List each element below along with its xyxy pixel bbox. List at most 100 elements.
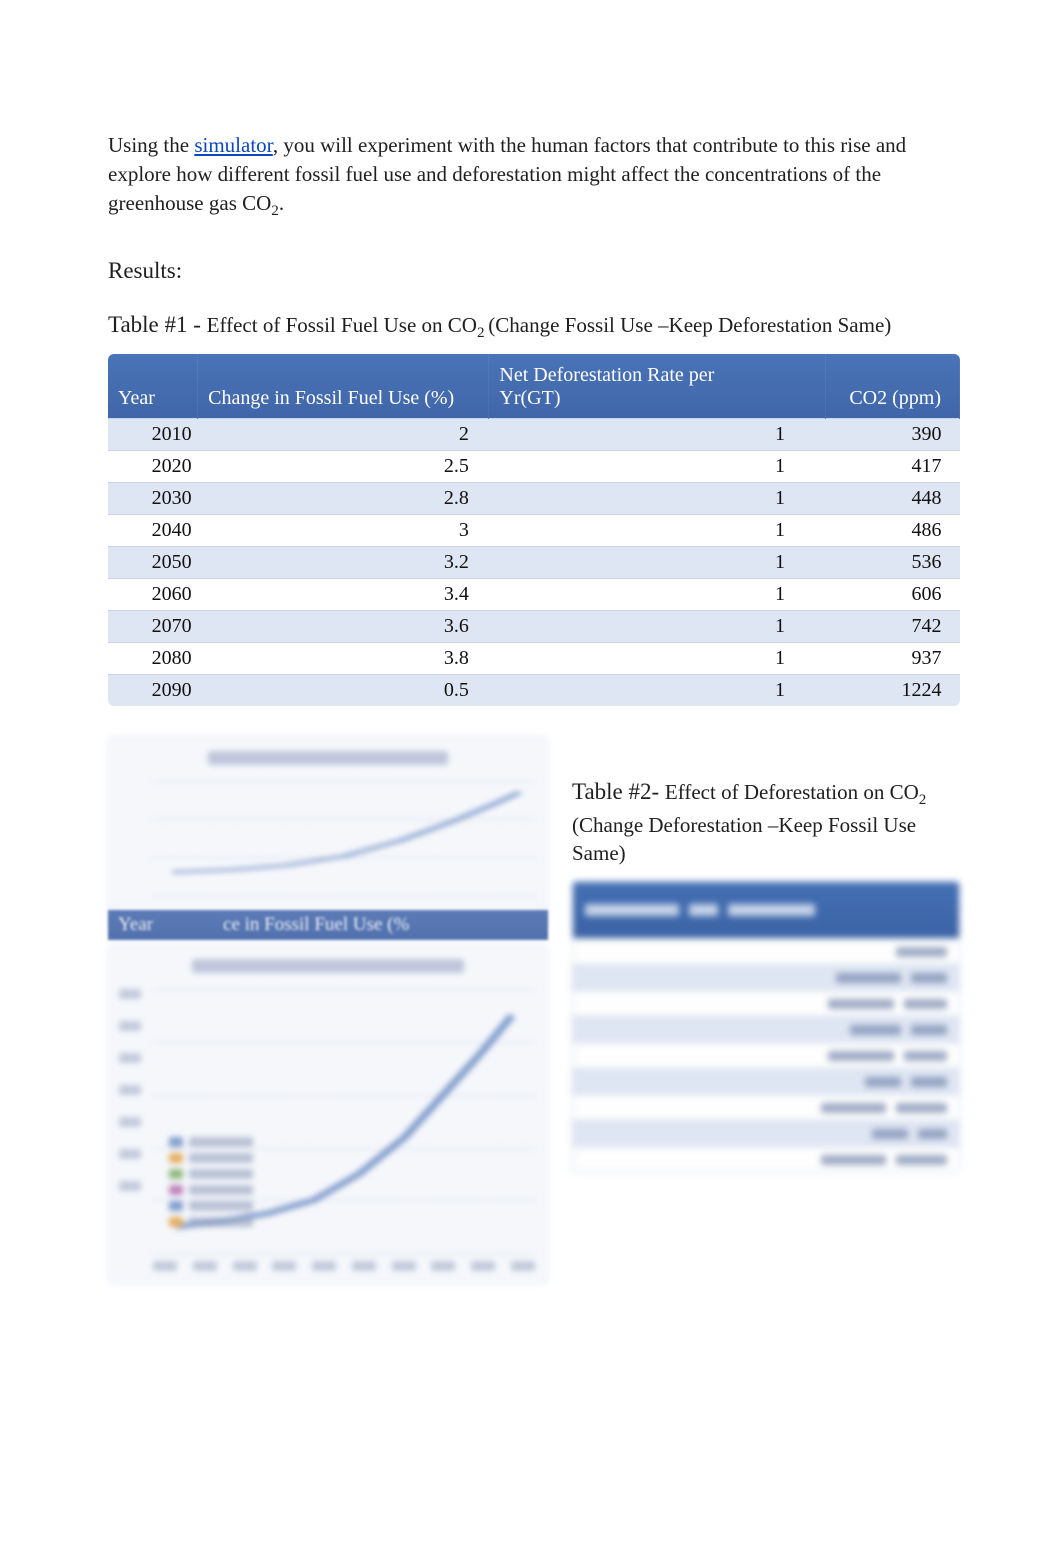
table1-caption-sub: 2 bbox=[477, 325, 488, 341]
chart-b-grid bbox=[153, 989, 535, 1253]
cell-year: 2030 bbox=[108, 483, 198, 515]
x-tick-stub bbox=[352, 1261, 376, 1271]
y-tick-stub bbox=[119, 1053, 141, 1063]
cell-ffu: 3 bbox=[198, 515, 489, 547]
legend-swatch bbox=[169, 1169, 183, 1179]
legend-item-stub bbox=[169, 1137, 253, 1147]
table-row: 20202.51417 bbox=[108, 451, 960, 483]
cell-co2: 486 bbox=[825, 515, 959, 547]
legend-swatch bbox=[169, 1153, 183, 1163]
legend-item-stub bbox=[169, 1185, 253, 1195]
x-tick-stub bbox=[272, 1261, 296, 1271]
cell-def: 1 bbox=[489, 675, 825, 707]
chart-b-yaxis-stubs bbox=[119, 989, 147, 1253]
table2-cell-stub bbox=[828, 999, 893, 1009]
x-tick-stub bbox=[511, 1261, 535, 1271]
legend-label-stub bbox=[189, 1201, 253, 1211]
table2-cell-stub bbox=[918, 1129, 947, 1139]
gridline bbox=[153, 895, 535, 896]
table1-caption: Table #1 - Effect of Fossil Fuel Use on … bbox=[108, 312, 960, 342]
x-tick-stub bbox=[193, 1261, 217, 1271]
table2-row-stub bbox=[573, 964, 959, 990]
table1-caption-lead: Table #1 - bbox=[108, 312, 207, 337]
table1: Year Change in Fossil Fuel Use (%) Net D… bbox=[108, 354, 960, 706]
cell-co2: 742 bbox=[825, 611, 959, 643]
table2-row-stub bbox=[573, 1146, 959, 1172]
gridline bbox=[153, 1148, 535, 1149]
y-tick-stub bbox=[119, 1149, 141, 1159]
gridline bbox=[153, 1200, 535, 1201]
right-column: Table #2- Effect of Deforestation on CO2… bbox=[572, 776, 960, 1284]
cell-co2: 390 bbox=[825, 419, 959, 451]
table2-header-stub bbox=[573, 882, 959, 938]
cell-def: 1 bbox=[489, 483, 825, 515]
cell-ffu: 2.5 bbox=[198, 451, 489, 483]
table2-cell-stub bbox=[896, 947, 947, 957]
intro-text-3: . bbox=[279, 191, 284, 215]
cell-ffu: 0.5 bbox=[198, 675, 489, 707]
table1-caption-text-a: Effect of Fossil Fuel Use on CO bbox=[207, 313, 477, 337]
x-tick-stub bbox=[431, 1261, 455, 1271]
table-row: 204031486 bbox=[108, 515, 960, 547]
x-tick-stub bbox=[471, 1261, 495, 1271]
table2-cell-stub bbox=[911, 1025, 947, 1035]
table2-row-stub bbox=[573, 990, 959, 1016]
y-tick-stub bbox=[119, 1021, 141, 1031]
gridline bbox=[153, 857, 535, 858]
table2-cell-stub bbox=[911, 1077, 947, 1087]
table2-cell-stub bbox=[828, 1051, 893, 1061]
cell-year: 2040 bbox=[108, 515, 198, 547]
table-row: 20703.61742 bbox=[108, 611, 960, 643]
cell-co2: 448 bbox=[825, 483, 959, 515]
gridline bbox=[153, 1042, 535, 1043]
table2-caption: Table #2- Effect of Deforestation on CO2… bbox=[572, 776, 960, 867]
chart-a-grid bbox=[153, 781, 535, 895]
gridline bbox=[153, 781, 535, 782]
table1-head-row: Year Change in Fossil Fuel Use (%) Net D… bbox=[108, 354, 960, 419]
table2-row-stub bbox=[573, 938, 959, 964]
cell-def: 1 bbox=[489, 515, 825, 547]
legend-label-stub bbox=[189, 1169, 253, 1179]
cell-year: 2080 bbox=[108, 643, 198, 675]
chart-b-legend-stubs bbox=[169, 1137, 253, 1227]
table2-caption-text-b: (Change Deforestation –Keep Fossil Use S… bbox=[572, 813, 916, 865]
table-row: 20302.81448 bbox=[108, 483, 960, 515]
y-tick-stub bbox=[119, 1117, 141, 1127]
table-row: 20900.511224 bbox=[108, 675, 960, 707]
table2-cell-stub bbox=[904, 999, 947, 1009]
table2-cell-stub bbox=[872, 1129, 908, 1139]
intro-paragraph: Using the simulator, you will experiment… bbox=[108, 131, 960, 222]
y-tick-stub bbox=[119, 1085, 141, 1095]
table1-col-def-line2: Yr(GT) bbox=[499, 387, 560, 409]
legend-label-stub bbox=[189, 1217, 253, 1227]
table1-col-def-line1: Net Deforestation Rate per bbox=[499, 364, 714, 386]
cell-co2: 536 bbox=[825, 547, 959, 579]
cell-def: 1 bbox=[489, 643, 825, 675]
cell-ffu: 3.8 bbox=[198, 643, 489, 675]
cell-co2: 1224 bbox=[825, 675, 959, 707]
table1-col-ffu: Change in Fossil Fuel Use (%) bbox=[198, 354, 489, 419]
cell-ffu: 2.8 bbox=[198, 483, 489, 515]
cell-def: 1 bbox=[489, 419, 825, 451]
legend-swatch bbox=[169, 1185, 183, 1195]
cell-year: 2010 bbox=[108, 419, 198, 451]
table-row: 201021390 bbox=[108, 419, 960, 451]
cell-year: 2050 bbox=[108, 547, 198, 579]
chart-b-curve bbox=[153, 989, 535, 1253]
table2-row-stub bbox=[573, 1094, 959, 1120]
chart-a-title-stub bbox=[208, 751, 449, 765]
table-row: 20603.41606 bbox=[108, 579, 960, 611]
cell-ffu: 3.2 bbox=[198, 547, 489, 579]
table2-cell-stub bbox=[821, 1103, 886, 1113]
gridline bbox=[153, 989, 535, 990]
table1-col-def: Net Deforestation Rate per Yr(GT) bbox=[489, 354, 825, 419]
table2-cell-stub bbox=[896, 1155, 947, 1165]
table2-cell-stub bbox=[850, 1025, 901, 1035]
cell-year: 2090 bbox=[108, 675, 198, 707]
lower-region: Year ce in Fossil Fuel Use (% Table #2- … bbox=[108, 736, 960, 1284]
simulator-link[interactable]: simulator bbox=[194, 133, 272, 157]
table2-caption-sub: 2 bbox=[919, 792, 927, 808]
cell-ffu: 3.4 bbox=[198, 579, 489, 611]
x-tick-stub bbox=[392, 1261, 416, 1271]
legend-label-stub bbox=[189, 1185, 253, 1195]
